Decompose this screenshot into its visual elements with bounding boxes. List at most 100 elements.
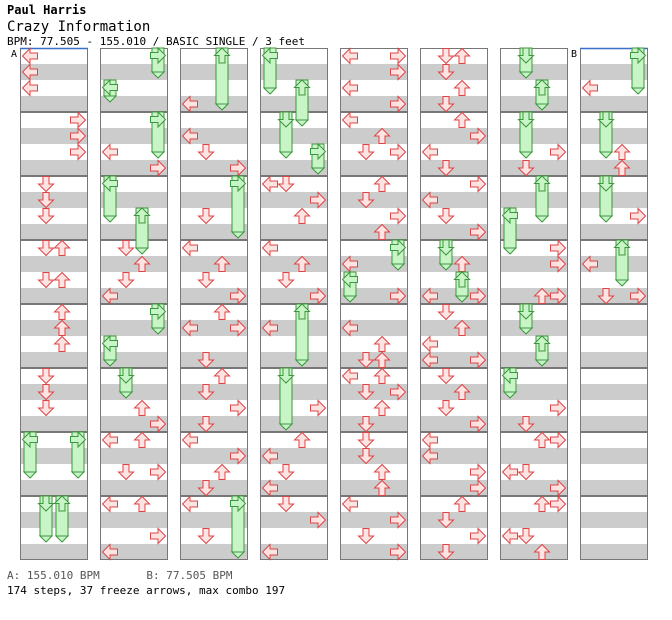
beat-stripe: [100, 160, 168, 176]
measure-border: [580, 176, 648, 240]
measure: [500, 48, 568, 112]
freeze-head-down: [517, 47, 535, 64]
bpm-legend-a: A: 155.010 BPM: [7, 569, 100, 582]
measure-border: [260, 432, 328, 496]
measure-border: [20, 496, 88, 560]
beat-stripe: [260, 288, 328, 304]
arrow-down: [437, 208, 455, 225]
arrow-down: [357, 384, 375, 401]
arrow-down: [37, 384, 55, 401]
arrow-up: [613, 143, 631, 160]
freeze-arrow-right: [310, 142, 327, 175]
arrow-up: [293, 207, 311, 224]
measure-border: [20, 240, 88, 304]
measure: [580, 176, 648, 240]
beat-stripe: [260, 352, 328, 368]
arrow-left: [181, 319, 198, 337]
arrow-right: [390, 511, 407, 529]
measure-border: [180, 176, 248, 240]
freeze-arrow-right: [150, 110, 167, 159]
beat-stripe: [100, 320, 168, 336]
beat-stripe: [20, 416, 88, 432]
arrow-right: [390, 383, 407, 401]
beat-stripe: [500, 192, 568, 208]
measure-border: [580, 112, 648, 176]
beat-stripe: [420, 416, 488, 432]
arrow-left: [421, 191, 438, 209]
freeze-arrow-right: [230, 174, 247, 239]
arrow-left: [261, 319, 278, 337]
arrow-right: [70, 111, 87, 129]
freeze-head-down: [517, 111, 535, 128]
freeze-arrow-right: [150, 46, 167, 79]
measure-border: [180, 304, 248, 368]
freeze-head-right: [230, 494, 247, 513]
beat-stripe: [100, 128, 168, 144]
arrow-down: [437, 368, 455, 385]
beat-stripe: [340, 160, 408, 176]
arrow-down: [197, 144, 215, 161]
measure: [420, 112, 488, 176]
measure: [260, 368, 328, 432]
beat-stripe: [260, 224, 328, 240]
arrow-right: [310, 191, 327, 209]
freeze-head-down: [277, 367, 295, 384]
beat-stripe: [340, 64, 408, 80]
arrow-down: [37, 192, 55, 209]
arrow-down: [357, 352, 375, 369]
arrow-left: [261, 175, 278, 193]
freeze-arrow-up: [293, 303, 311, 367]
measure: [580, 112, 648, 176]
arrow-left: [261, 479, 278, 497]
measure-border: [420, 496, 488, 560]
beat-stripe: [500, 64, 568, 80]
beat-stripe: [500, 352, 568, 368]
beat-stripe: [180, 96, 248, 112]
arrow-down: [197, 352, 215, 369]
measure-border: [260, 304, 328, 368]
arrow-up: [533, 495, 551, 512]
arrow-right: [390, 143, 407, 161]
arrow-right: [550, 287, 567, 305]
arrow-up: [373, 367, 391, 384]
beat-stripe: [420, 448, 488, 464]
freeze-head-up: [213, 47, 231, 64]
freeze-arrow-down: [437, 239, 455, 271]
measure-border: [20, 176, 88, 240]
arrow-up: [53, 319, 71, 336]
arrow-right: [150, 159, 167, 177]
measure-border: [500, 368, 568, 432]
beat-stripe: [500, 224, 568, 240]
arrow-left: [101, 431, 118, 449]
freeze-head-right: [150, 302, 167, 321]
arrow-down: [277, 464, 295, 481]
arrow-up: [213, 255, 231, 272]
arrow-up: [453, 47, 471, 64]
measure-border: [580, 304, 648, 368]
freeze-head-up: [53, 495, 71, 512]
arrow-up: [293, 255, 311, 272]
arrow-right: [470, 175, 487, 193]
freeze-arrow-left: [341, 270, 358, 303]
beat-stripe: [260, 64, 328, 80]
arrow-left: [21, 63, 38, 81]
beat-stripe: [100, 352, 168, 368]
beat-stripe: [20, 128, 88, 144]
freeze-head-left: [101, 174, 118, 193]
arrow-up: [533, 287, 551, 304]
arrow-left: [421, 351, 438, 369]
arrow-up: [133, 399, 151, 416]
freeze-arrow-down: [517, 111, 535, 159]
measure-border: [180, 48, 248, 112]
measure-border: [340, 48, 408, 112]
beat-stripe: [180, 320, 248, 336]
measure-border: [500, 112, 568, 176]
beat-stripe: [100, 512, 168, 528]
arrow-up: [373, 351, 391, 368]
beat-stripe: [580, 320, 648, 336]
arrow-left: [21, 47, 38, 65]
measure-border: [100, 176, 168, 240]
arrow-right: [630, 287, 647, 305]
arrow-left: [261, 239, 278, 257]
freeze-arrow-down: [277, 111, 295, 159]
